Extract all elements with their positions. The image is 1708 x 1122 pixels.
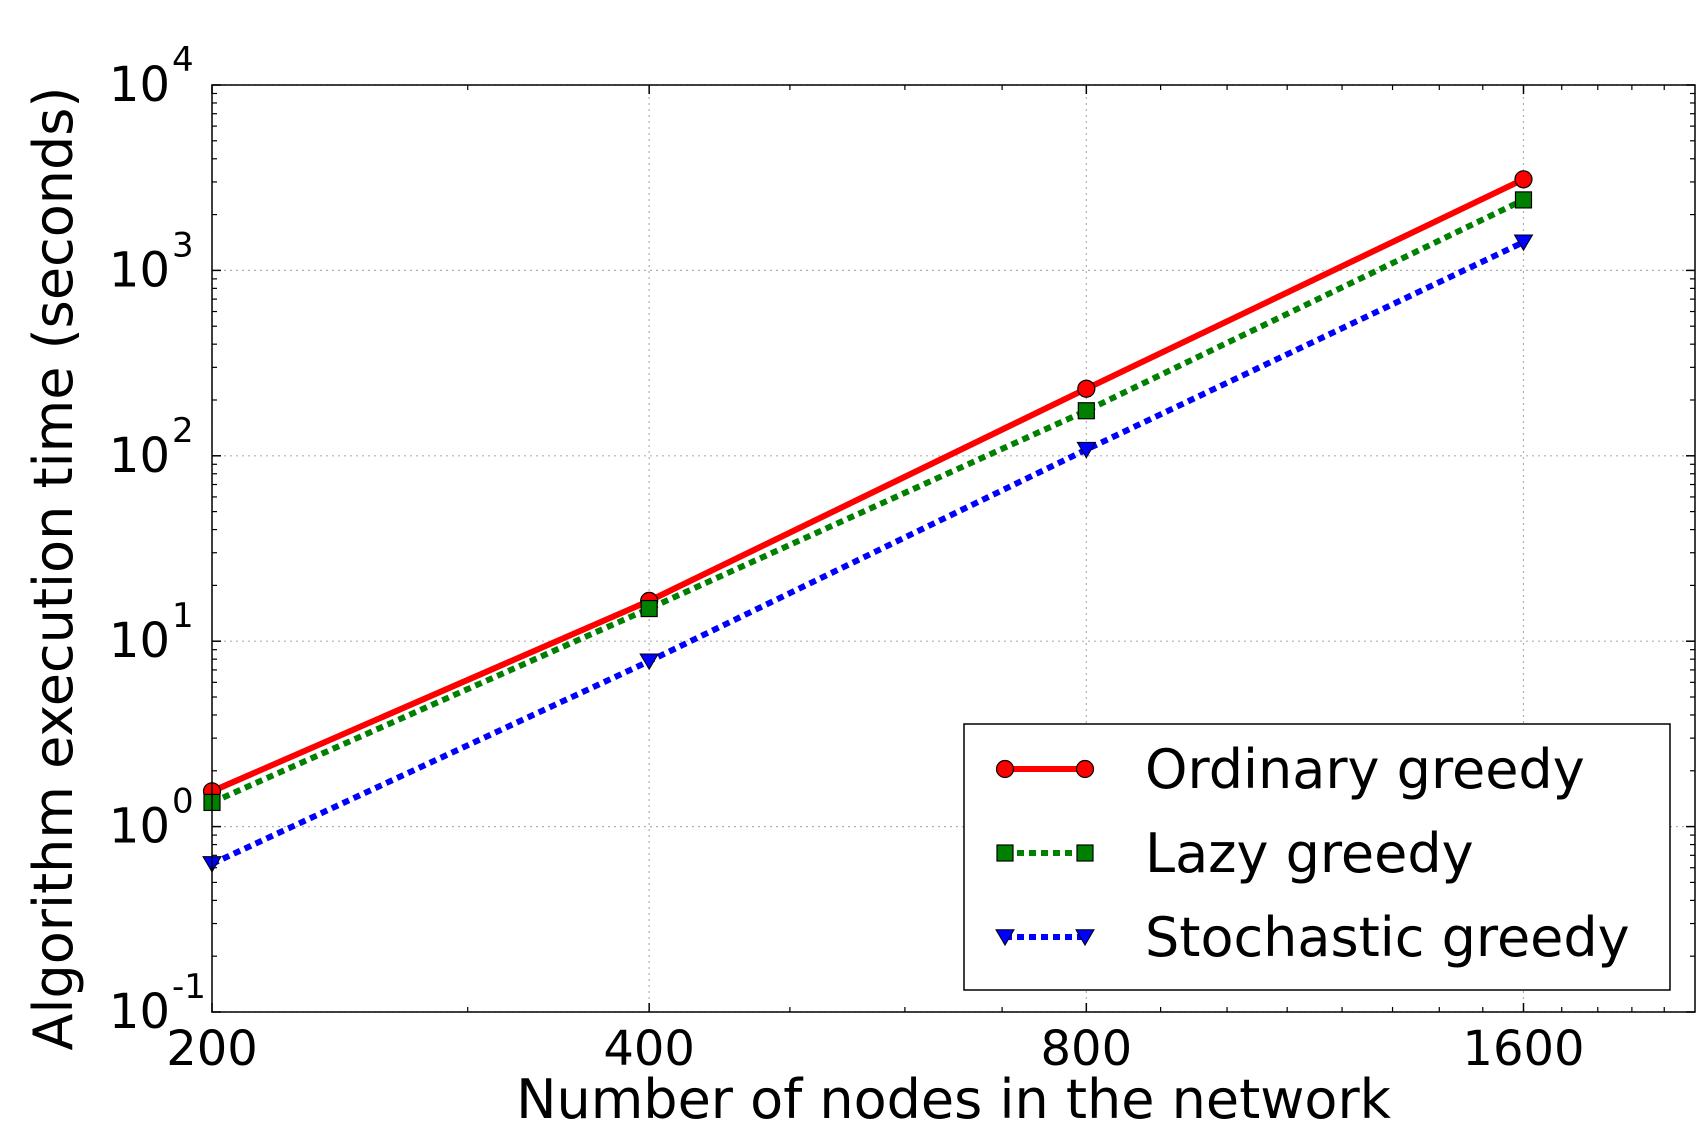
series-line bbox=[210, 176, 1525, 795]
legend: Ordinary greedy Lazy greedy Stochastic gre… bbox=[963, 723, 1671, 991]
y-tick-base: 10 bbox=[109, 613, 170, 669]
plot-frame bbox=[211, 84, 1696, 1013]
legend-marker bbox=[1075, 929, 1095, 947]
legend-marker bbox=[1075, 759, 1095, 779]
ticks bbox=[211, 84, 1695, 1013]
y-tick-label: 10 4 bbox=[109, 40, 194, 113]
y-tick-base: 10 bbox=[109, 428, 170, 484]
data-point bbox=[1513, 234, 1534, 252]
series-lazy-greedy bbox=[203, 191, 1533, 812]
legend-marker bbox=[996, 844, 1014, 862]
data-point bbox=[1077, 379, 1096, 398]
x-tick-label: 200 bbox=[166, 1021, 258, 1077]
series-group bbox=[202, 170, 1534, 873]
y-tick-exponent: 1 bbox=[172, 596, 194, 636]
y-tick-label: 10 1 bbox=[109, 596, 194, 669]
x-axis-label: Number of nodes in the network bbox=[516, 1068, 1392, 1122]
data-point bbox=[1077, 402, 1095, 420]
y-tick-exponent: -1 bbox=[172, 967, 206, 1007]
y-tick-exponent: 0 bbox=[172, 782, 194, 822]
legend-marker bbox=[1076, 844, 1094, 862]
y-tick-label: 10 0 bbox=[109, 782, 194, 855]
y-tick-base: 10 bbox=[109, 984, 170, 1040]
legend-entry: Lazy greedy bbox=[996, 822, 1474, 885]
legend-marker bbox=[995, 759, 1015, 779]
x-tick-labels: 200 400 800 1600 bbox=[166, 1021, 1584, 1077]
series-ordinary-greedy bbox=[202, 170, 1533, 801]
y-tick-exponent: 3 bbox=[172, 225, 194, 265]
legend-entry: Stochastic greedy bbox=[995, 906, 1630, 969]
legend-label: Ordinary greedy bbox=[1145, 738, 1585, 801]
y-tick-exponent: 2 bbox=[172, 411, 194, 451]
series-line bbox=[210, 239, 1525, 867]
y-tick-exponent: 4 bbox=[172, 40, 194, 80]
y-tick-base: 10 bbox=[109, 242, 170, 298]
data-point bbox=[640, 599, 658, 618]
legend-entry: Ordinary greedy bbox=[995, 738, 1585, 801]
x-tick-label: 1600 bbox=[1462, 1021, 1584, 1077]
legend-label: Lazy greedy bbox=[1145, 822, 1474, 885]
legend-marker bbox=[995, 929, 1015, 947]
x-tick-label: 400 bbox=[603, 1021, 695, 1077]
y-tick-label: 10 -1 bbox=[109, 967, 206, 1040]
data-point bbox=[639, 653, 660, 671]
legend-label: Stochastic greedy bbox=[1145, 906, 1630, 969]
y-tick-label: 10 2 bbox=[109, 411, 194, 484]
y-tick-label: 10 3 bbox=[109, 225, 194, 298]
y-axis-label: Algorithm execution time (seconds) bbox=[22, 87, 85, 1051]
data-point bbox=[1514, 191, 1533, 209]
data-point bbox=[1076, 441, 1097, 459]
data-point bbox=[1514, 170, 1533, 189]
y-tick-base: 10 bbox=[109, 57, 170, 113]
series-line bbox=[210, 197, 1525, 806]
y-tick-base: 10 bbox=[109, 799, 170, 855]
x-tick-label: 800 bbox=[1041, 1021, 1133, 1077]
